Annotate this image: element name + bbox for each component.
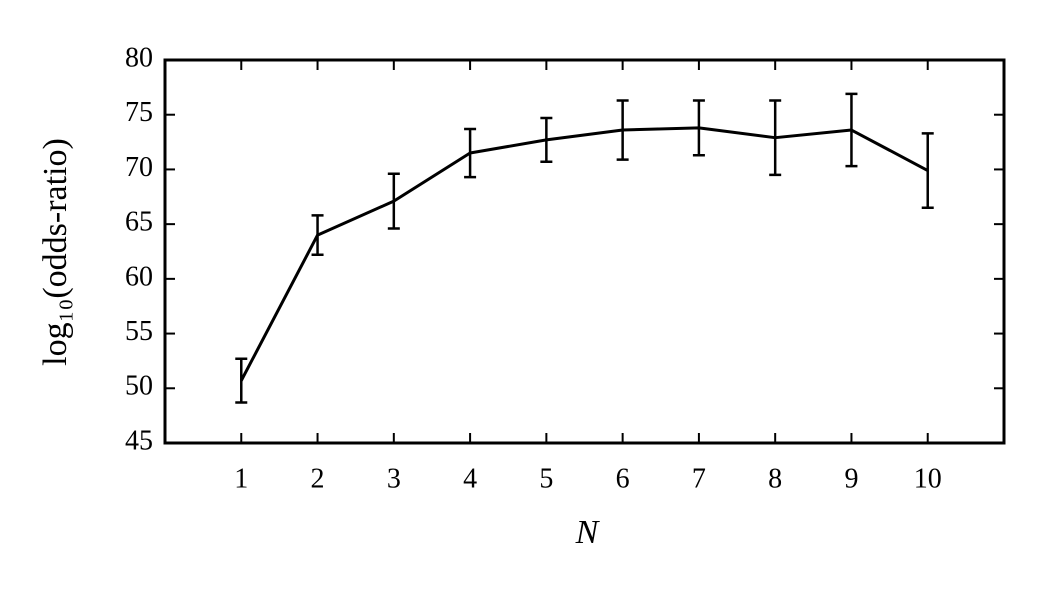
error-bar [616,99,629,161]
y-tick-label: 65 [125,207,153,238]
x-tick-label: 4 [463,463,477,494]
y-axis-label: log₁₀(odds-ratio) [37,138,74,366]
y-tick-label: 45 [125,425,153,456]
y-tick-label: 55 [125,316,153,347]
x-axis-label: N [575,514,601,551]
x-tick-label: 2 [311,463,325,494]
y-tick-label: 60 [125,261,153,292]
y-tick-label: 70 [125,152,153,183]
error-bar [845,92,858,168]
x-tick-label: 6 [616,463,630,494]
error-bar [540,116,553,164]
error-bar [387,172,400,230]
y-tick-label: 75 [125,97,153,128]
x-tick-label: 3 [387,463,401,494]
x-tick-label: 9 [844,463,858,494]
error-bar [464,127,477,179]
error-bar [235,357,248,404]
data-line [239,126,929,382]
y-tick-label: 50 [125,371,153,402]
x-tick-label: 10 [914,463,942,494]
error-bar [311,214,324,257]
x-tick-label: 7 [692,463,706,494]
x-tick-label: 5 [539,463,553,494]
x-tick-label: 1 [234,463,248,494]
error-bar [769,99,782,177]
x-tick-label: 8 [768,463,782,494]
plot-frame [163,58,1006,445]
y-tick-label: 80 [125,42,153,73]
error-bar [692,99,705,157]
error-bar [921,132,934,209]
